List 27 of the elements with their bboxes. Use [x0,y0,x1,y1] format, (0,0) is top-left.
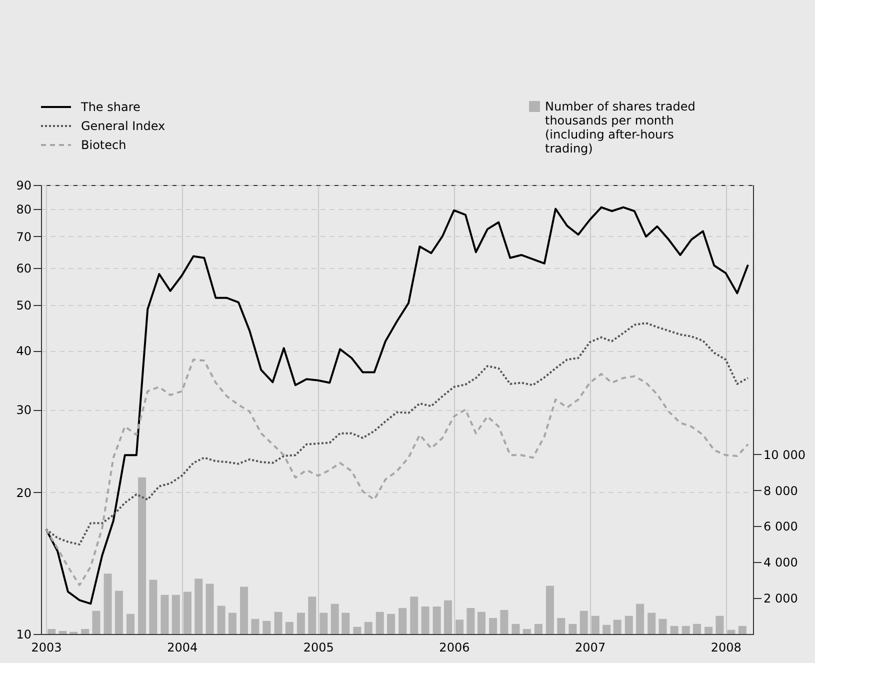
y-tick-label: 60 [16,261,32,276]
y2-tick-label: 10 000 [764,448,806,462]
y-tick-label: 30 [16,403,32,417]
y-tick-label: 40 [16,344,32,358]
x-tick-label: 2003 [31,640,62,654]
line-series [45,358,749,586]
y2-tick-label: 6 000 [764,520,798,534]
x-tick-label: 2005 [303,640,334,654]
legend-label: Number of shares traded thousands per month (including after-hours trading) [545,100,696,156]
y-tick-label: 10 [16,628,32,642]
line-series [45,322,749,546]
y2-tick-label: 8 000 [764,484,798,498]
y-tick-label: 80 [16,202,32,217]
y-tick-label: 20 [16,486,32,500]
x-tick-label: 2008 [710,640,742,654]
y2-tick-label: 4 000 [764,556,798,570]
y-tick-label: 90 [16,178,32,192]
x-tick-label: 2006 [439,640,470,654]
x-tick-label: 2004 [167,640,198,654]
x-tick-label: 2007 [575,640,606,654]
y-tick-label: 50 [16,298,32,313]
legend-label: Biotech [81,138,126,152]
legend-label: The share [80,100,140,114]
y2-tick-label: 2 000 [764,592,798,606]
legend-label: General Index [81,119,166,133]
line-series [45,206,749,605]
y-tick-label: 70 [16,230,32,244]
